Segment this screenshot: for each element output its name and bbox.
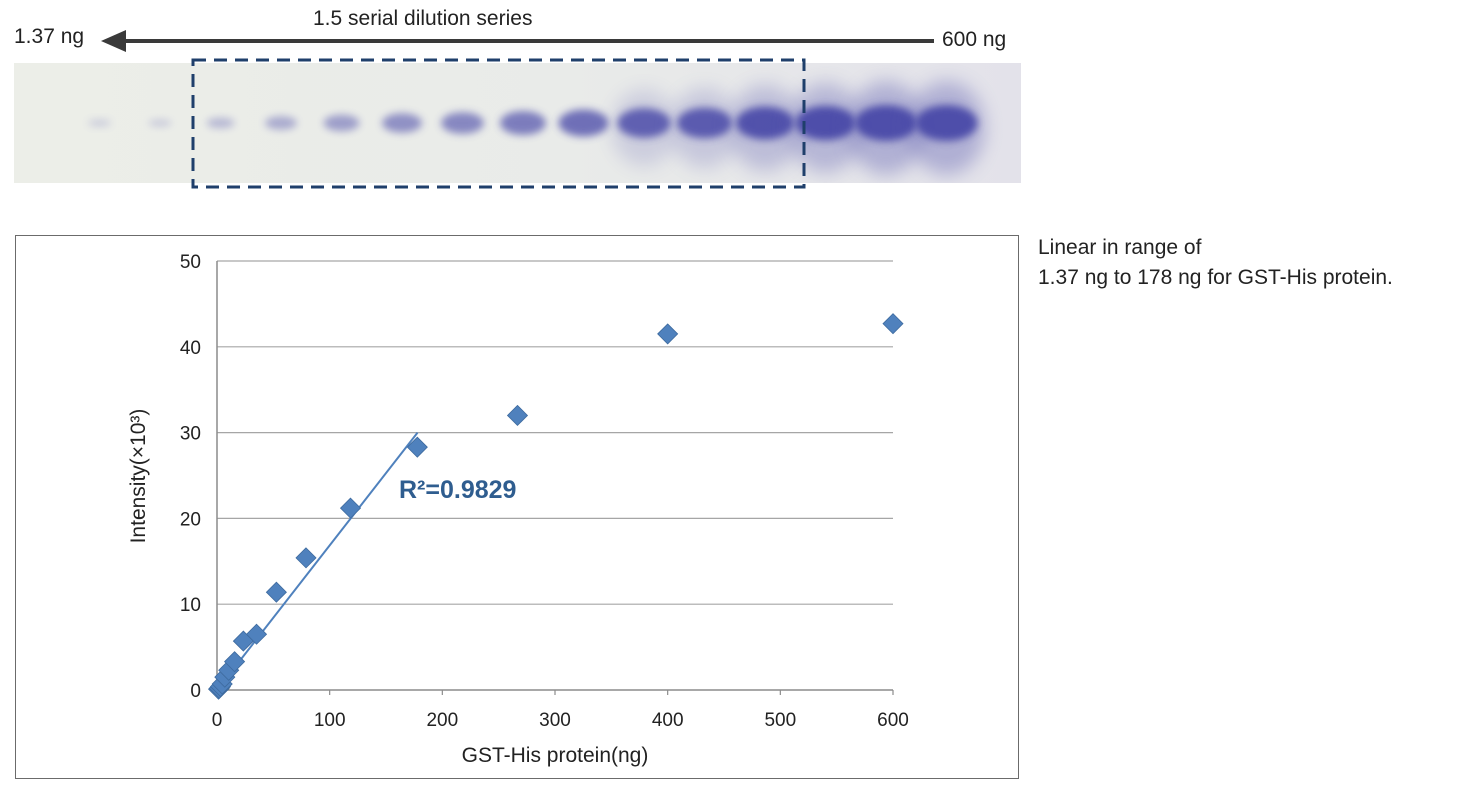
x-tick-label: 500	[764, 710, 796, 731]
x-tick-labels: 0 100 200 300 400 500 600	[212, 690, 909, 731]
linear-range-note: Linear in range of 1.37 ng to 178 ng for…	[1038, 233, 1393, 293]
y-tick-label: 30	[180, 424, 201, 445]
y-tick-label: 20	[180, 509, 201, 530]
gel-bands	[88, 81, 985, 175]
data-point	[224, 651, 246, 673]
x-tick-label: 0	[212, 710, 223, 731]
data-point	[265, 581, 287, 603]
data-point	[506, 404, 529, 427]
gel-band	[88, 119, 111, 127]
data-point	[339, 497, 362, 519]
x-tick-label: 600	[877, 710, 909, 731]
gel-band	[847, 81, 925, 175]
note-line-2: 1.37 ng to 178 ng for GST-His protein.	[1038, 266, 1393, 289]
gel-band	[148, 119, 172, 127]
data-point	[295, 547, 317, 569]
gel-lanes	[88, 81, 985, 175]
gel-right-label: 600 ng	[942, 28, 1007, 51]
data-points	[207, 313, 904, 700]
chart-gridlines	[217, 260, 893, 605]
gel-band	[500, 111, 546, 135]
x-tick-label: 200	[426, 710, 458, 731]
x-tick-label: 100	[314, 710, 346, 731]
data-point	[882, 313, 904, 335]
x-tick-label: 400	[652, 710, 684, 731]
x-tick-label: 300	[539, 710, 571, 731]
dilution-arrow-head	[101, 30, 126, 52]
linear-range-dashed-rect	[191, 58, 806, 189]
y-tick-label: 40	[180, 338, 201, 359]
dilution-arrow	[101, 30, 934, 52]
gel-band	[788, 83, 863, 173]
data-point	[245, 623, 268, 645]
gel-band	[323, 114, 360, 132]
y-tick-label: 50	[180, 252, 201, 273]
note-line-1: Linear in range of	[1038, 236, 1202, 259]
y-axis-title: Intensity(×10³)	[127, 409, 150, 544]
gel-left-label: 1.37 ng	[14, 25, 85, 48]
trendline	[216, 431, 419, 691]
trendline-line	[216, 431, 419, 691]
data-point	[657, 323, 679, 345]
gel-band	[729, 85, 801, 171]
y-tick-labels: 0 10 20 30 40 50	[180, 252, 201, 702]
chart-frame	[15, 235, 1019, 779]
gel-band	[382, 113, 422, 133]
x-axis-title: GST-His protein(ng)	[462, 744, 649, 767]
gel-band	[611, 89, 677, 167]
gel-band	[558, 109, 609, 137]
gel-band	[908, 81, 985, 175]
y-tick-label: 10	[180, 595, 201, 616]
gel-band	[265, 116, 297, 130]
data-point	[406, 436, 428, 458]
y-tick-label: 0	[190, 681, 201, 702]
linear-range-box	[191, 58, 806, 189]
gel-band	[206, 117, 235, 129]
gel-image	[14, 63, 1021, 183]
r-squared-annotation: R²=0.9829	[399, 476, 516, 504]
gel-series-label: 1.5 serial dilution series	[313, 7, 533, 30]
gel-band	[670, 88, 739, 168]
gel-band	[441, 112, 484, 134]
